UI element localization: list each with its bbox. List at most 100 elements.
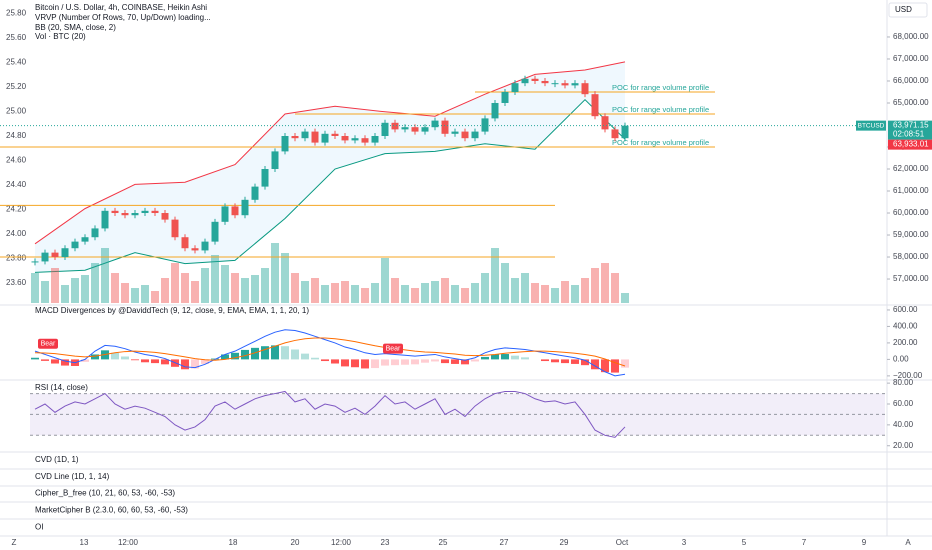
macd-hist: [151, 359, 159, 364]
x-tick-label: 18: [229, 538, 238, 547]
pane-title: CVD (1D, 1): [35, 455, 79, 464]
indicator-label: VRVP (Number Of Rows, 70, Up/Down) loadi…: [35, 13, 211, 22]
y-tick-label: 40.00: [893, 420, 914, 429]
volume-bar: [111, 273, 119, 303]
macd-hist: [191, 359, 199, 369]
candle: [41, 252, 49, 262]
macd-hist: [281, 346, 289, 360]
volume-bar: [311, 278, 319, 303]
macd-hist: [571, 359, 579, 364]
candle: [371, 135, 379, 143]
candle: [81, 237, 89, 242]
candle: [271, 151, 279, 170]
macd-hist: [121, 356, 129, 360]
left-tick-label: 23.80: [6, 254, 27, 263]
candle: [561, 83, 569, 86]
volume-bar: [421, 283, 429, 303]
candle: [211, 221, 219, 242]
volume-bar: [501, 263, 509, 303]
y-tick-label: 59,000.00: [893, 230, 929, 239]
macd-hist: [511, 355, 519, 360]
volume-bar: [611, 273, 619, 303]
prev-price-box: [888, 139, 932, 150]
left-tick-label: 25.60: [6, 33, 27, 42]
left-tick-label: 25.40: [6, 58, 27, 67]
candle: [281, 135, 289, 152]
volume-bar: [551, 288, 559, 303]
candle: [441, 120, 449, 134]
candle: [541, 80, 549, 84]
candle: [151, 210, 159, 214]
candle: [411, 127, 419, 132]
x-tick-label: 9: [862, 538, 867, 547]
currency[interactable]: USD: [895, 5, 912, 14]
left-tick-label: 24.60: [6, 156, 27, 165]
volume-bar: [481, 273, 489, 303]
candle: [511, 83, 519, 92]
candle: [181, 237, 189, 249]
pane-title: MarketCipher B (2.3.0, 60, 60, 53, -60, …: [35, 506, 188, 515]
poc-label: POC for range volume profile: [612, 138, 709, 147]
volume-bar: [371, 283, 379, 303]
candle: [331, 133, 339, 136]
x-tick-label: 29: [560, 538, 569, 547]
y-tick-label: 60.00: [893, 399, 914, 408]
volume-bar: [461, 288, 469, 303]
volume-bar: [241, 278, 249, 303]
candle: [611, 129, 619, 139]
volume-bar: [101, 248, 109, 303]
macd-hist: [371, 359, 379, 369]
volume-bar: [141, 285, 149, 303]
volume-bar: [451, 285, 459, 303]
currency-button[interactable]: [888, 2, 928, 18]
y-tick-label: 200.00: [893, 338, 918, 347]
volume-bar: [601, 263, 609, 303]
candle: [31, 261, 39, 263]
y-tick-label: 0.00: [893, 355, 909, 364]
macd-hist: [221, 354, 229, 360]
volume-bar: [351, 285, 359, 303]
candle: [401, 127, 409, 130]
y-tick-label: 61,000.00: [893, 186, 929, 195]
x-tick-label: 27: [500, 538, 509, 547]
volume-bar: [591, 268, 599, 303]
macd-hist: [601, 359, 609, 373]
candle: [131, 213, 139, 216]
macd-hist: [551, 359, 559, 363]
macd-hist: [241, 349, 249, 360]
candle: [451, 131, 459, 134]
candle: [321, 133, 329, 143]
volume-bar: [281, 253, 289, 303]
indicator-label: BB (20, SMA, close, 2): [35, 23, 116, 32]
macd-hist: [621, 359, 629, 368]
y-tick-label: 600.00: [893, 305, 918, 314]
candle: [121, 213, 129, 216]
volume-bar: [231, 273, 239, 303]
volume-bar: [91, 263, 99, 303]
chart-title: Bitcoin / U.S. Dollar, 4h, COINBASE, Hei…: [35, 3, 207, 12]
x-tick-label: 25: [439, 538, 448, 547]
candle: [141, 210, 149, 214]
y-tick-label: 60,000.00: [893, 208, 929, 217]
macd-hist: [141, 359, 149, 363]
rsi-line: [34, 390, 626, 438]
volume-bar: [341, 281, 349, 303]
candle: [491, 102, 499, 119]
left-tick-label: 24.20: [6, 205, 27, 214]
macd-hist: [421, 359, 429, 363]
candle: [421, 127, 429, 132]
pane-title: Cipher_B_free (10, 21, 60, 53, -60, -53): [35, 489, 175, 498]
macd-hist: [161, 359, 169, 365]
volume-bar: [361, 288, 369, 303]
bb-upper: [34, 61, 626, 245]
x-tick-label: 23: [381, 538, 390, 547]
zoom-button[interactable]: Z: [12, 538, 17, 547]
auto-button[interactable]: A: [905, 538, 911, 547]
volume-bar: [121, 283, 129, 303]
y-tick-label: 62,000.00: [893, 164, 929, 173]
candle: [241, 199, 249, 216]
volume-bar: [221, 265, 229, 303]
candle: [391, 122, 399, 130]
macd-hist: [91, 354, 99, 360]
